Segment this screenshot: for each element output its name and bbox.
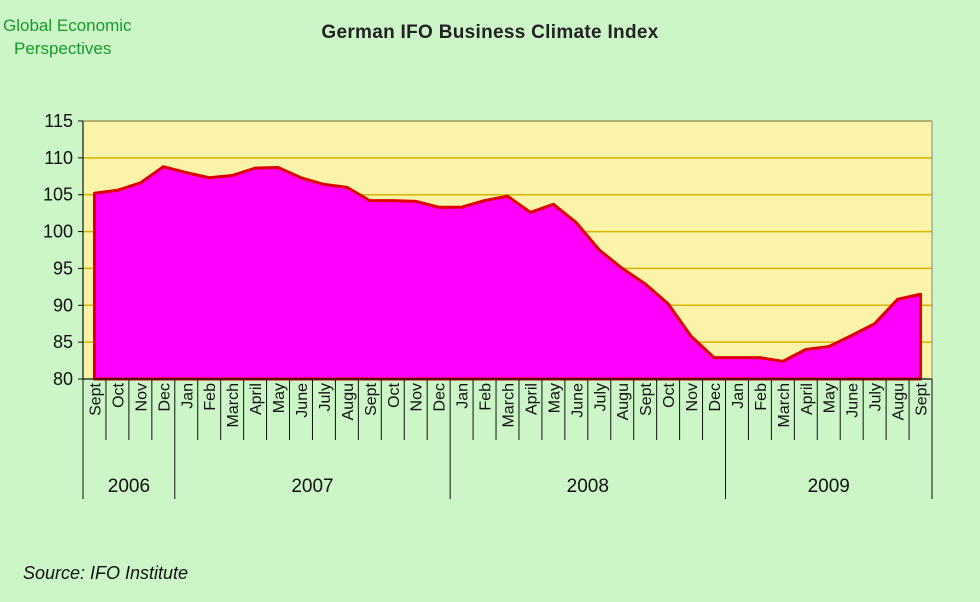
x-tick-label: Nov: [133, 383, 150, 411]
x-tick-label: March: [501, 383, 518, 427]
x-tick-label: March: [225, 383, 242, 427]
x-tick-label: May: [546, 383, 563, 413]
series-area: [92, 165, 923, 381]
x-tick-label: May: [271, 383, 288, 413]
x-tick-label: Sept: [87, 382, 104, 415]
year-label: 2006: [108, 476, 150, 497]
x-tick-label: Augu: [340, 383, 357, 420]
y-tick-label: 95: [53, 258, 73, 278]
x-tick-label: Oct: [661, 382, 678, 407]
y-tick-label: 105: [43, 185, 73, 205]
plot-area: 80 85 90 95 100 105 110 115 Sept Oct Nov Dec Jan Feb M…: [43, 111, 933, 499]
y-tick-label: 80: [53, 369, 73, 389]
x-tick-label: Sept: [638, 382, 655, 415]
x-tick-label: Dec: [156, 383, 173, 411]
y-tick-label: 110: [44, 148, 73, 168]
year-label: 2007: [291, 476, 333, 497]
chart-title: German IFO Business Climate Index: [321, 22, 659, 43]
x-tick-label: Augu: [891, 383, 908, 420]
x-tick-label: Jan: [455, 383, 472, 409]
x-tick-label: Feb: [753, 383, 770, 411]
y-tick-label: 85: [53, 332, 73, 352]
x-tick-label: Feb: [478, 383, 495, 411]
source-note: Source: IFO Institute: [23, 563, 189, 583]
x-tick-label: Dec: [432, 383, 449, 411]
x-tick-label: April: [523, 383, 540, 415]
year-label: 2008: [567, 476, 609, 497]
x-tick-label: Oct: [386, 382, 403, 407]
x-tick-label: Jan: [179, 383, 196, 409]
x-tick-label: Sept: [363, 382, 380, 415]
logo-line2: Perspectives: [14, 39, 112, 58]
x-tick-label: Dec: [707, 383, 724, 411]
y-tick-label: 90: [53, 295, 73, 315]
x-tick-label: Nov: [409, 383, 426, 411]
logo-line1: Global Economic: [3, 16, 132, 35]
y-tick-label: 115: [44, 111, 73, 131]
x-tick-label: Feb: [202, 383, 219, 411]
x-tick-label: April: [799, 383, 816, 415]
x-tick-label: Oct: [110, 382, 127, 407]
logo: Global Economic Perspectives: [3, 14, 133, 60]
y-tick-label: 100: [43, 222, 73, 242]
x-tick-label: March: [776, 383, 793, 427]
x-tick-label: July: [592, 383, 609, 411]
x-tick-label: Nov: [684, 383, 701, 411]
x-tick-label: June: [845, 383, 862, 418]
x-tick-label: April: [248, 383, 265, 415]
x-tick-label: July: [317, 383, 334, 411]
x-tick-label: June: [569, 383, 586, 418]
x-tick-label: May: [822, 383, 839, 413]
year-label: 2009: [808, 476, 850, 497]
x-tick-label: Augu: [615, 383, 632, 420]
x-tick-label: Sept: [914, 382, 931, 415]
x-tick-label: June: [294, 383, 311, 418]
x-tick-label: Jan: [730, 383, 747, 409]
x-tick-label: July: [868, 383, 885, 411]
